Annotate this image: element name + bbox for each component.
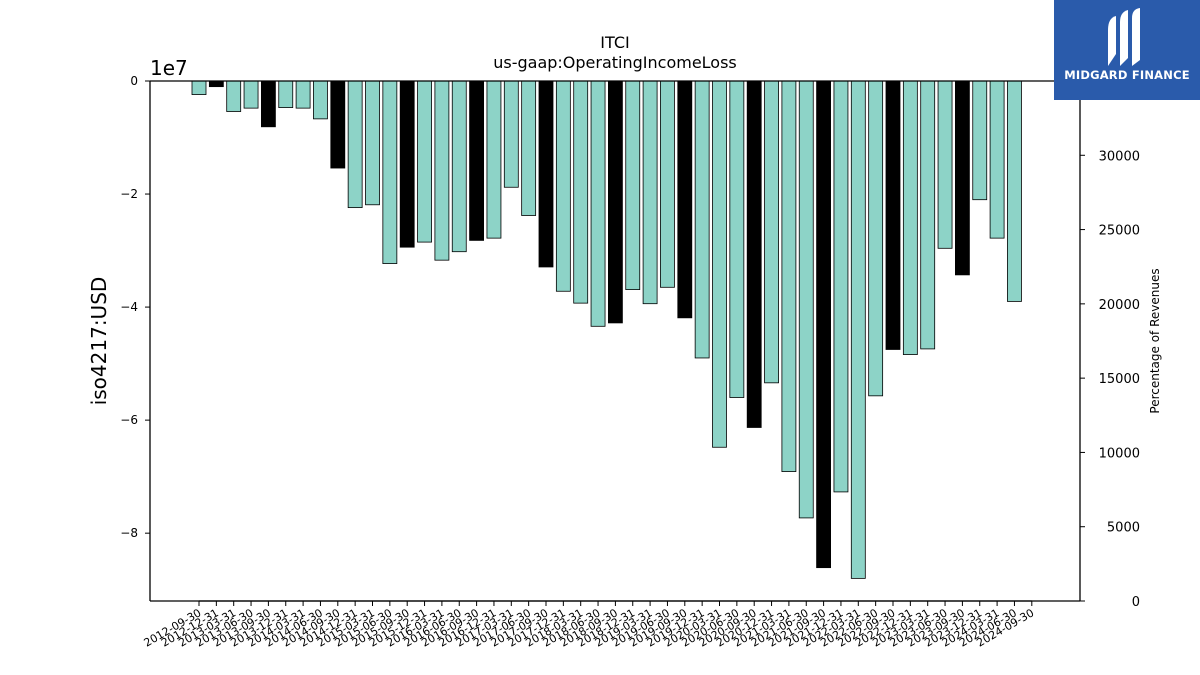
y2-ticks-group: 0 5000 10000 15000 20000 25000 30000 — [1080, 149, 1140, 610]
bar-2019-06-30 — [660, 80, 675, 288]
bar-2022-09-30 — [885, 80, 901, 350]
bar-2021-09-30 — [816, 80, 831, 569]
bar-2016-03-31 — [434, 80, 450, 261]
bar-2021-06-30 — [798, 80, 814, 519]
bar-2023-03-31 — [920, 80, 936, 350]
y-ticks-group: 0 −2 −4 −6 −8 — [120, 74, 150, 540]
bar-2014-03-31 — [295, 80, 311, 109]
bar-2014-09-30 — [330, 80, 346, 169]
bar-2013-03-31 — [226, 80, 242, 112]
midgard-m-logo-icon — [1108, 8, 1140, 66]
bar-2023-09-30 — [955, 80, 970, 276]
bar-2016-06-30 — [451, 80, 467, 253]
bar-2022-12-31 — [902, 80, 918, 355]
chart-title: ITCI — [600, 33, 629, 52]
bar-2020-12-31 — [764, 80, 779, 384]
bar-2021-03-31 — [781, 80, 797, 472]
bar-2019-12-31 — [694, 80, 710, 359]
bar-2019-09-30 — [677, 80, 693, 319]
bar-2022-06-30 — [868, 80, 884, 397]
bar-2018-06-30 — [590, 80, 606, 327]
bars-group — [191, 80, 1022, 579]
y2-tick-label: 30000 — [1099, 149, 1140, 164]
y-offset-label: 1e7 — [150, 56, 188, 80]
y-tick-label: −8 — [120, 526, 138, 540]
bar-2024-03-31 — [989, 80, 1005, 239]
bar-2023-06-30 — [937, 80, 953, 249]
y2-axis-label: Percentage of Revenues — [1148, 268, 1162, 413]
bar-2016-12-31 — [486, 80, 502, 239]
bar-2017-09-30 — [538, 80, 554, 268]
x-ticks-group: 2012-09-302012-12-312013-03-312013-06-30… — [142, 601, 1036, 650]
brand-name: MIDGARD FINANCE — [1064, 68, 1190, 82]
bar-2021-12-31 — [833, 80, 849, 493]
chart-subtitle: us-gaap:OperatingIncomeLoss — [493, 53, 737, 72]
bar-2015-03-31 — [365, 80, 380, 206]
bar-2015-12-31 — [417, 80, 432, 243]
bar-2020-09-30 — [746, 80, 762, 428]
y-tick-label: −4 — [120, 300, 138, 314]
bar-2018-12-31 — [625, 80, 641, 290]
y2-tick-label: 10000 — [1099, 446, 1140, 461]
bar-2017-03-31 — [503, 80, 519, 188]
brand-logo: MIDGARD FINANCE — [1054, 0, 1200, 100]
y2-tick-label: 5000 — [1107, 521, 1140, 536]
bar-2013-09-30 — [260, 80, 276, 128]
y-axis-label: iso4217:USD — [87, 277, 111, 406]
bar-2020-03-31 — [712, 80, 727, 448]
y-tick-label: −6 — [120, 413, 138, 427]
bar-2015-06-30 — [382, 80, 398, 264]
y-tick-label: −2 — [120, 187, 138, 201]
bar-2014-12-31 — [347, 80, 363, 209]
bar-2017-12-31 — [555, 80, 571, 292]
bar-2017-06-30 — [521, 80, 537, 216]
bar-2019-03-31 — [642, 80, 658, 305]
y-tick-label: 0 — [130, 74, 138, 88]
bar-2013-06-30 — [243, 80, 259, 109]
y2-tick-label: 20000 — [1099, 298, 1140, 313]
axes-frame — [149, 80, 1081, 602]
bar-2014-06-30 — [313, 80, 328, 120]
y2-tick-label: 25000 — [1099, 224, 1140, 239]
bar-2022-03-31 — [850, 80, 866, 579]
bar-2024-06-30 — [1007, 80, 1022, 302]
bar-2012-12-31 — [208, 80, 224, 88]
bar-2023-12-31 — [972, 80, 988, 201]
y2-tick-label: 0 — [1132, 595, 1140, 610]
bar-2018-09-30 — [608, 80, 623, 324]
bar-2016-09-30 — [469, 80, 485, 241]
y2-tick-label: 15000 — [1099, 372, 1140, 387]
bar-2012-09-30 — [191, 80, 207, 95]
bar-2013-12-31 — [278, 80, 294, 108]
bar-2020-06-30 — [729, 80, 745, 398]
bar-2018-03-31 — [573, 80, 589, 304]
bar-2015-09-30 — [399, 80, 415, 248]
